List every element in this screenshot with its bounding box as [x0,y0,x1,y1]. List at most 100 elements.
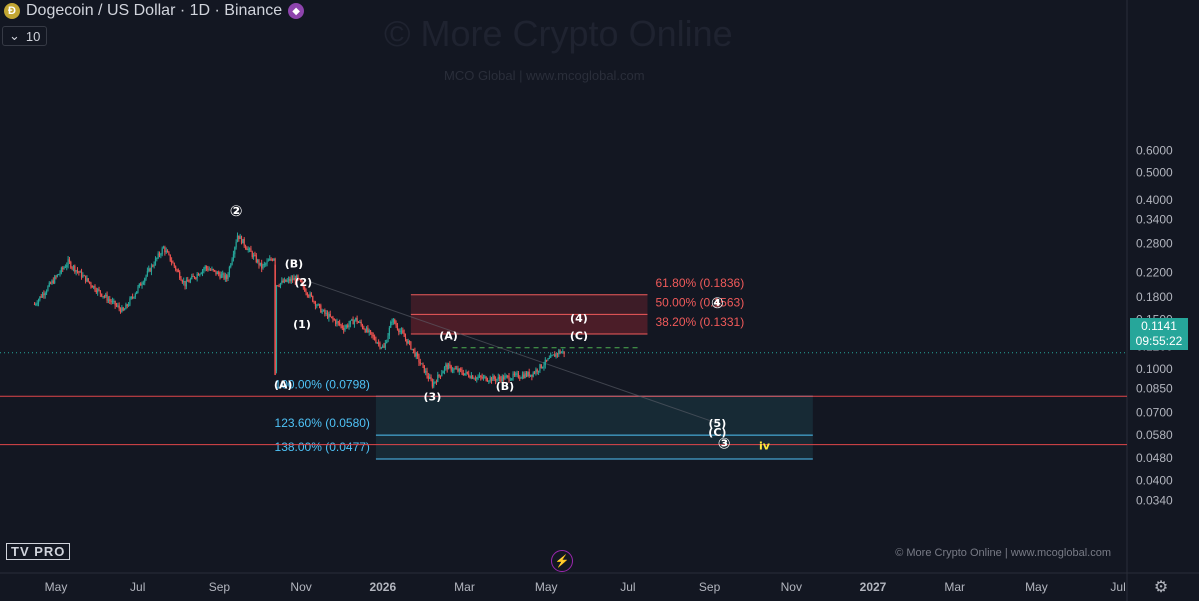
price-tick-label: 0.0580 [1136,428,1173,442]
candle-body [177,270,179,272]
time-tick-label: Mar [454,580,475,594]
tradingview-logo[interactable]: TV PRO [6,543,71,560]
candle-body [44,293,46,296]
time-tick-label: Jul [620,580,635,594]
wave-label: (4) [570,312,588,325]
candle-body [369,330,372,333]
candle-body [552,354,554,356]
candle-body [134,293,136,298]
indicator-toggle[interactable]: ⌄ 10 [2,26,48,46]
candle-body [56,274,58,277]
candle-body [141,284,143,286]
candle-body [119,308,122,313]
candle-body [188,281,190,283]
candle-body [390,321,392,328]
candle-body [58,274,60,276]
candle-body [75,270,77,272]
bar-countdown: 09:55:22 [1135,334,1183,348]
candle-body [375,339,377,343]
wave-label: (A) [439,330,458,343]
candle-body [391,321,393,323]
candle-body [258,260,260,266]
candle-body [86,278,88,282]
candle-body [156,257,158,259]
candle-body [392,319,395,322]
candle-body [67,259,69,266]
candle-body [89,281,91,283]
gear-icon[interactable]: ⚙ [1153,579,1169,596]
candle-body [387,335,389,342]
lightning-icon[interactable]: ⚡ [551,550,573,572]
candle-body [361,324,364,328]
candle-body [395,323,397,326]
candle-body [426,370,428,376]
candle-body [74,265,76,272]
candle-body [107,299,110,301]
candle-body [125,304,127,310]
candle-body [562,351,564,353]
candle-body [477,377,479,379]
candle-body [442,371,444,374]
chevron-down-icon: ⌄ [9,28,20,43]
candle-body [183,281,185,283]
candle-body [461,370,463,374]
candle-body [70,261,72,268]
candle-body [257,260,259,263]
candle-body [220,274,222,278]
candle-body [52,280,54,284]
candle-body [267,260,269,262]
candle-body [455,368,458,370]
candle-body [402,330,404,334]
candle-body [76,270,79,272]
candle-body [308,295,310,297]
candle-body [469,376,471,379]
time-tick-label: Jul [130,580,145,594]
candle-body [226,275,228,279]
candle-body [259,262,261,266]
candle-body [355,317,357,321]
candle-body [236,235,239,242]
candle-body [348,324,350,328]
wave-label: ② [230,202,243,220]
candle-body [270,258,272,260]
candle-body [263,263,265,265]
candle-body [326,312,329,319]
candle-body [126,304,128,306]
candle-body [484,376,486,378]
candle-body [164,247,166,253]
candle-body [214,270,216,272]
candle-body [246,248,248,251]
price-tick-label: 0.2200 [1136,266,1173,280]
candle-body [294,277,296,282]
candle-body [209,269,212,271]
candle-body [372,335,374,337]
candle-body [353,320,356,325]
candle-body [474,378,477,380]
candle-body [314,301,317,306]
candle-body [328,314,330,319]
candle-body [192,275,194,277]
candle-body [532,372,534,377]
candle-body [558,350,560,355]
candle-body [193,276,196,278]
candle-body [99,290,101,294]
candle-body [148,268,150,271]
candle-body [95,290,97,293]
candle-body [218,272,220,275]
candle-body [197,273,200,276]
wave-label: iv [759,440,771,453]
time-tick-label: May [1025,580,1048,594]
candle-body [161,248,163,255]
candle-body [289,279,291,282]
candle-body [195,277,197,279]
candle-body [415,353,417,357]
time-tick-label: Sep [699,580,721,594]
price-tick-label: 0.0700 [1136,405,1173,419]
candle-body [418,355,420,363]
candle-body [286,280,288,282]
candle-body [317,304,319,306]
symbol-title[interactable]: Dogecoin / US Dollar · 1D · Binance [26,2,283,19]
candle-body [520,377,522,379]
candle-body [411,348,413,350]
